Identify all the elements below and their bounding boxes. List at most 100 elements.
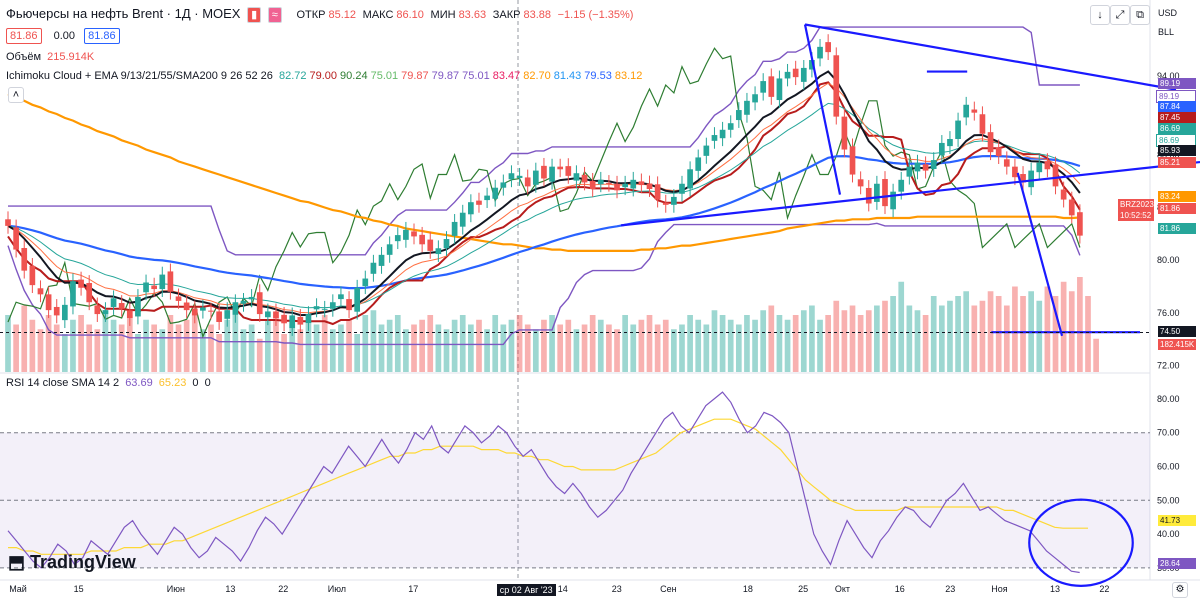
candle-body-14 (118, 303, 125, 309)
arrow-down-icon[interactable]: ↓ (1090, 5, 1110, 25)
volume-bar-5 (45, 315, 52, 372)
volume-bar-63 (516, 315, 523, 372)
indicator-value-4: 79.87 (401, 70, 429, 82)
x-label-10: Сен (660, 584, 677, 594)
low-value: 83.63 (458, 9, 487, 21)
screenshot-icon[interactable]: ⧉ (1130, 5, 1150, 25)
candle-body-99 (809, 60, 815, 70)
candle-body-18 (151, 285, 158, 290)
candle-body-75 (614, 183, 620, 191)
candle-body-111 (906, 166, 913, 177)
candle-body-47 (386, 244, 393, 255)
volume-bar-10 (86, 324, 93, 372)
rsi-line (7, 391, 1080, 574)
volume-bar-7 (62, 334, 68, 372)
indicator-value-5: 79.87 (431, 70, 460, 82)
x-label-0: Май (9, 584, 27, 594)
volume-bar-58 (476, 319, 482, 372)
candle-body-116 (947, 139, 953, 147)
indicator-value-1: 79.00 (309, 70, 338, 82)
candle-body-119 (971, 109, 978, 113)
candle-body-16 (135, 296, 141, 317)
candle-body-52 (427, 239, 434, 251)
trendline-drawing-2 (803, 24, 842, 195)
tradingview-logo: ⬒ TradingView (8, 552, 136, 573)
compare-icon[interactable]: ≈ (267, 7, 282, 23)
candle-body-104 (849, 146, 856, 175)
candle-body-92 (752, 94, 758, 103)
candle-body-85 (695, 157, 702, 171)
candle-body-19 (159, 274, 166, 290)
volume-bar-80 (654, 324, 661, 372)
candle-body-70 (573, 173, 580, 181)
volume-bar-27 (224, 319, 231, 372)
volume-bar-47 (386, 319, 393, 372)
volume-bar-123 (1003, 305, 1010, 372)
candle-body-131 (1068, 199, 1075, 216)
candle-body-83 (679, 183, 685, 194)
rsi-sma-line (8, 418, 1088, 555)
candle-body-89 (727, 123, 734, 130)
volume-bar-130 (1060, 281, 1067, 372)
volume-bar-88 (719, 315, 726, 372)
volume-bar-69 (565, 319, 572, 372)
x-label-12: 25 (798, 584, 809, 594)
candle-body-61 (500, 182, 507, 188)
volume-bar-96 (784, 319, 791, 372)
rsi-extra-1: 0 (192, 377, 199, 389)
sell-button[interactable]: 81.86 (6, 28, 42, 44)
candle-body-10 (86, 283, 93, 303)
x-label-9: 23 (611, 584, 622, 594)
symbol-title: Фьючерсы на нефть Brent · 1Д · MOEX (6, 6, 241, 21)
volume-bar-72 (589, 315, 596, 372)
volume-bar-28 (232, 315, 239, 372)
fullscreen-icon[interactable]: ⤢ (1110, 5, 1130, 25)
buy-button[interactable]: 81.86 (84, 28, 120, 44)
collapse-legend-button[interactable]: ˄ (8, 87, 24, 103)
flag-icon[interactable]: ▮ (247, 7, 262, 23)
volume-bar-64 (524, 324, 531, 372)
volume-bar-4 (37, 329, 44, 372)
candle-body-105 (857, 179, 864, 187)
volume-bar-33 (273, 315, 279, 372)
candle-body-30 (248, 296, 255, 300)
ema55-line (7, 154, 1081, 290)
volume-bar-57 (468, 324, 474, 372)
indicator-value-10: 79.53 (584, 70, 612, 82)
candle-body-95 (776, 78, 783, 101)
settings-gear-icon[interactable]: ⚙ (1172, 582, 1188, 598)
candle-body-51 (419, 234, 425, 245)
indicator-value-9: 81.43 (553, 70, 582, 82)
trendline-drawing-1 (620, 160, 1200, 227)
candle-body-79 (646, 183, 653, 190)
candle-body-49 (403, 229, 409, 240)
volume-bar-116 (947, 300, 953, 372)
volume-bar-37 (305, 319, 312, 372)
candle-body-9 (78, 279, 84, 288)
close-value: 83.88 (523, 9, 551, 21)
volume-bar-74 (606, 324, 612, 372)
trendline-drawing-0 (804, 23, 1177, 91)
indicator-value-6: 75.01 (462, 70, 490, 82)
volume-bar-38 (313, 324, 320, 372)
price-tag-6: 85.93 (1158, 145, 1196, 156)
candle-body-66 (541, 165, 547, 179)
candle-body-84 (687, 169, 693, 189)
unit-label[interactable]: BLL (1158, 27, 1175, 37)
candle-body-39 (321, 308, 328, 310)
candle-body-1 (13, 227, 19, 250)
volume-bar-3 (29, 319, 36, 372)
candle-body-86 (703, 145, 710, 156)
rsi-tick-4: 40.00 (1157, 529, 1180, 539)
volume-bar-36 (297, 329, 304, 372)
volume-bar-41 (338, 324, 344, 372)
volume-bar-68 (557, 324, 564, 372)
price-tick-1: 76.00 (1157, 308, 1180, 318)
candle-body-43 (354, 287, 361, 312)
volume-bar-9 (78, 315, 84, 372)
volume-bar-14 (118, 324, 125, 372)
volume-bar-86 (703, 324, 710, 372)
currency-label[interactable]: USD (1158, 8, 1178, 18)
